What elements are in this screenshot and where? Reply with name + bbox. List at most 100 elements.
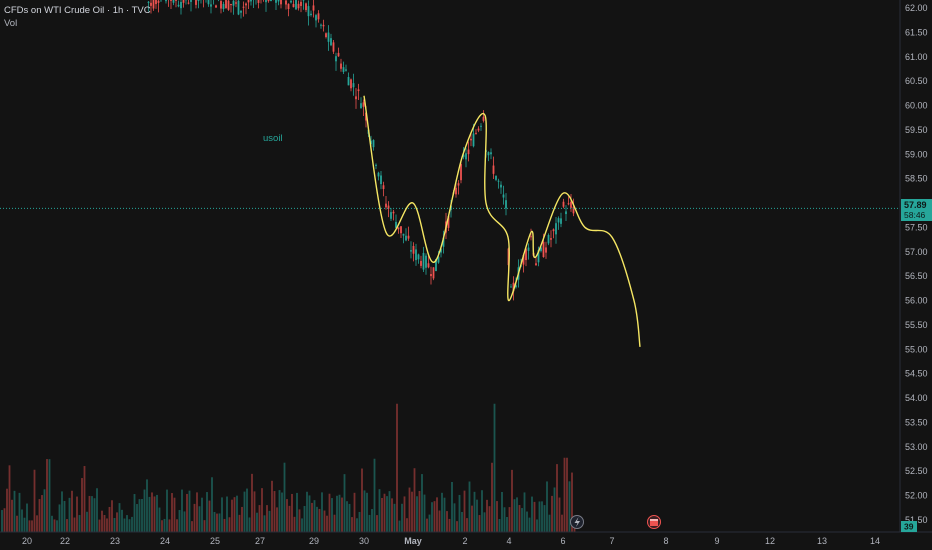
candle-body [477, 128, 480, 131]
candle-body [332, 42, 335, 52]
candle-body [512, 282, 515, 292]
candle-body [375, 164, 377, 166]
price-tick-label: 61.50 [905, 27, 928, 37]
calendar-icon[interactable] [647, 515, 661, 529]
volume-bar [541, 501, 543, 532]
volume-bar [333, 514, 336, 532]
volume-bar [548, 514, 551, 532]
time-tick-label: 29 [309, 536, 319, 546]
volume-bar [248, 517, 251, 532]
volume-bar [481, 490, 483, 532]
volume-bar [468, 481, 471, 532]
volume-bar [88, 495, 91, 532]
candle-body [292, 4, 295, 8]
volume-bar [126, 515, 128, 532]
candle-body [472, 133, 475, 147]
volume-bar [463, 490, 466, 532]
candle-body [527, 247, 530, 251]
candlesticks [147, 0, 575, 301]
volume-bar [538, 501, 541, 532]
volume-bar [511, 469, 513, 532]
price-tick-label: 58.50 [905, 174, 928, 184]
countdown-label: 58:46 [904, 210, 926, 220]
volume-bar [326, 515, 328, 532]
volume-bar [36, 515, 38, 532]
candle-body [382, 185, 385, 190]
volume-bar [373, 458, 376, 532]
volume-bar [238, 514, 241, 532]
price-scale[interactable]: 62.00 61.50 61.00 60.50 60.00 59.50 59.00 58.50… [905, 3, 928, 525]
volume-bar [496, 501, 498, 532]
candle-body [347, 77, 350, 86]
volume-bar [188, 490, 191, 532]
time-tick-label: 4 [506, 536, 511, 546]
volume-bar [98, 519, 101, 532]
symbol-title[interactable]: CFDs on WTI Crude Oil · 1h · TVC [4, 5, 151, 16]
time-tick-label: 30 [359, 536, 369, 546]
candle-body [222, 4, 225, 9]
candle-body [307, 6, 310, 17]
volume-bar [81, 478, 83, 532]
volume-bar [306, 491, 308, 532]
candle-body [165, 0, 167, 2]
volume-bar [83, 466, 86, 532]
volume-bar [166, 489, 168, 532]
candle-body [505, 200, 507, 209]
candle-body [420, 260, 422, 266]
price-tick-label: 62.00 [905, 3, 928, 13]
volume-bar [273, 491, 276, 532]
candle-body [327, 32, 330, 42]
volume-bar [486, 499, 488, 532]
candle-body [210, 4, 212, 7]
volume-bar [291, 493, 293, 532]
candle-body [510, 286, 512, 288]
candle-body [537, 250, 540, 263]
price-tick-label: 60.50 [905, 76, 928, 86]
volume-bar [336, 495, 338, 532]
volume-bar [371, 509, 373, 532]
lightning-icon[interactable] [570, 515, 584, 529]
volume-bar [568, 481, 571, 532]
volume-bar [456, 521, 458, 532]
volume-bar [416, 496, 418, 532]
volume-bar [393, 503, 396, 532]
time-tick-label: 6 [560, 536, 565, 546]
candle-body [497, 180, 500, 182]
volume-bar [458, 494, 461, 532]
volume-bar [338, 494, 341, 532]
volume-bar [258, 505, 261, 532]
volume-bar [531, 496, 533, 532]
volume-bar [211, 477, 213, 532]
volume-bar [86, 511, 88, 532]
volume-bar [203, 520, 206, 532]
candle-body [572, 206, 575, 214]
candle-body [440, 248, 442, 253]
candle-body [567, 203, 570, 205]
volume-bar [376, 515, 378, 532]
volume-bar [256, 512, 258, 532]
volume-bar [93, 498, 96, 532]
candle-body [552, 229, 555, 232]
volume-bar [58, 504, 61, 532]
volume-bar [251, 473, 253, 532]
volume-bar [31, 520, 33, 532]
volume-bar [131, 516, 133, 532]
candle-body [312, 5, 315, 11]
time-scale[interactable]: 20 22 23 24 25 27 29 30 May 2 4 6 7 8 9 12 13 14 [22, 536, 880, 546]
volume-bar [543, 505, 546, 532]
volume-bar [23, 517, 26, 532]
time-tick-label: 23 [110, 536, 120, 546]
candle-body [150, 2, 152, 6]
candle-body [225, 0, 227, 9]
volume-bar [396, 403, 398, 532]
volume-bar [13, 490, 16, 532]
volume-bar [28, 520, 31, 532]
candle-body [360, 103, 362, 109]
price-tick-label: 59.00 [905, 149, 928, 159]
volume-bar [411, 491, 413, 532]
candle-body [565, 211, 567, 215]
candle-body [300, 1, 302, 6]
time-tick-label: May [404, 536, 422, 546]
candle-body [157, 0, 160, 3]
